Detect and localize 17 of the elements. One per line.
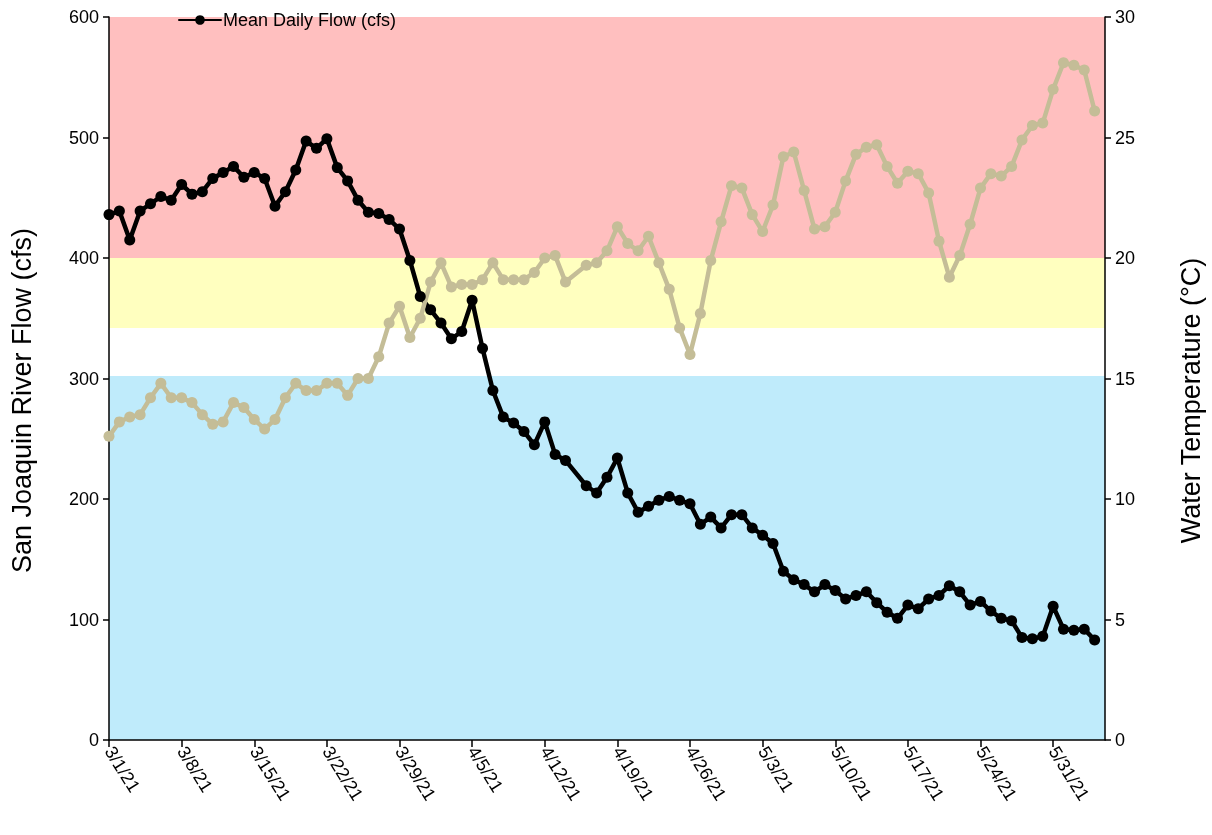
- y-tick-label: 0: [88, 730, 99, 750]
- y2-axis-title: Water Temperature (°C): [1175, 257, 1206, 544]
- y2-tick-label: 5: [1115, 609, 1126, 630]
- y-tick-label: 300: [68, 368, 99, 389]
- y-tick-label: 400: [68, 248, 99, 268]
- y2-tick-label: 25: [1115, 127, 1136, 148]
- legend-label: Mean Daily Flow (cfs): [223, 10, 397, 30]
- y2-tick-label: 20: [1115, 248, 1136, 268]
- y2-tick-label: 10: [1115, 489, 1136, 509]
- y-tick-label: 500: [68, 127, 99, 148]
- y2-tick-label: 0: [1115, 730, 1126, 750]
- y-axis-title: San Joaquin River Flow (cfs): [6, 227, 37, 574]
- y-tick-label: 600: [68, 7, 99, 27]
- y-tick-label: 100: [68, 609, 99, 630]
- y-tick-label: 200: [68, 489, 99, 509]
- y2-tick-label: 30: [1115, 7, 1136, 27]
- y2-tick-label: 15: [1115, 368, 1136, 389]
